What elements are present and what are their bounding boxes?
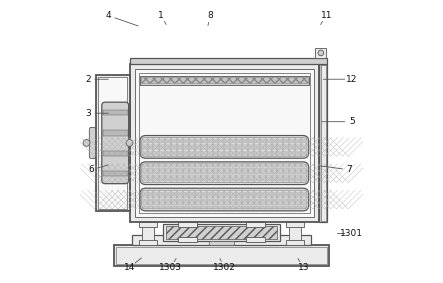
FancyBboxPatch shape xyxy=(102,102,128,184)
FancyBboxPatch shape xyxy=(140,136,309,158)
Circle shape xyxy=(126,140,133,146)
Bar xyxy=(116,247,327,264)
Bar xyxy=(103,151,128,156)
Text: 3: 3 xyxy=(85,109,91,118)
Text: 6: 6 xyxy=(89,165,94,174)
Bar xyxy=(103,110,128,115)
FancyBboxPatch shape xyxy=(89,127,96,158)
Bar xyxy=(246,222,264,227)
Bar xyxy=(286,240,304,245)
Bar xyxy=(98,77,127,209)
Bar xyxy=(103,130,128,136)
Text: 1301: 1301 xyxy=(340,229,363,238)
Text: 14: 14 xyxy=(124,263,135,272)
Bar xyxy=(139,222,157,227)
Bar xyxy=(289,222,301,245)
Bar xyxy=(142,222,154,245)
Text: 8: 8 xyxy=(207,11,213,20)
Bar xyxy=(140,76,309,85)
FancyBboxPatch shape xyxy=(140,188,309,211)
Bar xyxy=(179,237,197,242)
Bar xyxy=(209,241,234,245)
Circle shape xyxy=(83,140,90,146)
Bar xyxy=(163,224,280,241)
FancyBboxPatch shape xyxy=(142,164,307,183)
FancyBboxPatch shape xyxy=(142,190,307,209)
Bar xyxy=(181,222,194,242)
Bar xyxy=(96,75,129,211)
Bar xyxy=(319,64,327,222)
Bar xyxy=(249,222,262,242)
Bar xyxy=(246,237,264,242)
Bar xyxy=(166,226,277,239)
Bar xyxy=(129,58,327,64)
Text: 4: 4 xyxy=(105,11,111,20)
Bar xyxy=(286,222,304,227)
Bar xyxy=(132,235,311,245)
Text: 7: 7 xyxy=(346,165,352,174)
FancyBboxPatch shape xyxy=(140,162,309,185)
Bar xyxy=(141,77,307,83)
Bar xyxy=(103,171,128,176)
Text: 11: 11 xyxy=(320,11,332,20)
Text: 2: 2 xyxy=(85,75,91,84)
Text: 5: 5 xyxy=(349,117,354,126)
Text: 12: 12 xyxy=(346,75,358,84)
Text: 1303: 1303 xyxy=(159,263,182,272)
Text: 1302: 1302 xyxy=(213,263,236,272)
Bar xyxy=(129,64,319,222)
FancyBboxPatch shape xyxy=(142,138,307,156)
Text: 1: 1 xyxy=(158,11,163,20)
Bar xyxy=(135,69,314,217)
Bar xyxy=(315,48,326,58)
Bar xyxy=(321,65,326,221)
Bar xyxy=(114,245,329,266)
Bar xyxy=(139,73,310,213)
Text: 13: 13 xyxy=(298,263,309,272)
Bar xyxy=(139,240,157,245)
Circle shape xyxy=(318,50,324,56)
Bar xyxy=(179,222,197,227)
